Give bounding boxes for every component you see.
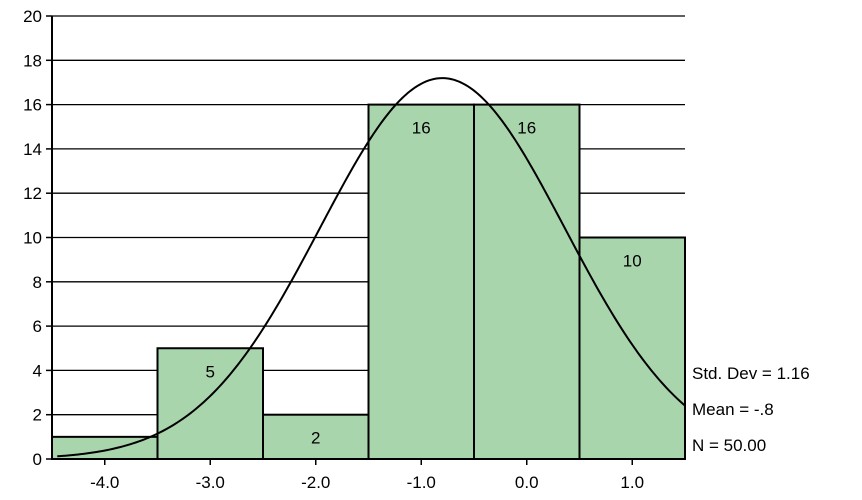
y-tick-label-4: 8 bbox=[33, 273, 42, 292]
bar-5 bbox=[578, 236, 686, 460]
bar-label-4: 16 bbox=[517, 119, 536, 138]
normal-curve bbox=[57, 77, 686, 458]
y-tick-label-6: 12 bbox=[23, 184, 42, 203]
bar-label-2: 2 bbox=[311, 429, 320, 448]
statistics-box: Std. Dev = 1.16 Mean = -.8 N = 50.00 bbox=[692, 364, 810, 455]
y-axis-ticks: 0 2 4 6 8 10 12 14 16 18 20 bbox=[23, 7, 52, 469]
y-tick-label-10: 20 bbox=[23, 7, 42, 26]
y-tick-label-2: 4 bbox=[33, 361, 42, 380]
y-tick-label-3: 6 bbox=[33, 317, 42, 336]
bar-1 bbox=[156, 347, 264, 460]
bar-value-labels: 5 2 16 16 10 bbox=[206, 119, 642, 448]
y-tick-label-9: 18 bbox=[23, 51, 42, 70]
y-tick-label-1: 2 bbox=[33, 406, 42, 425]
x-tick-label-5: 1.0 bbox=[620, 473, 644, 492]
std-dev-label: Std. Dev = 1.16 bbox=[692, 364, 810, 383]
histogram-bars bbox=[51, 103, 686, 461]
y-tick-label-0: 0 bbox=[33, 450, 42, 469]
mean-label: Mean = -.8 bbox=[692, 400, 774, 419]
y-tick-label-5: 10 bbox=[23, 229, 42, 248]
x-tick-label-1: -3.0 bbox=[196, 473, 225, 492]
bar-label-5: 10 bbox=[623, 252, 642, 271]
bar-label-3: 16 bbox=[412, 119, 431, 138]
x-tick-label-2: -2.0 bbox=[301, 473, 330, 492]
y-tick-label-7: 14 bbox=[23, 140, 42, 159]
y-tick-label-8: 16 bbox=[23, 96, 42, 115]
bar-label-1: 5 bbox=[206, 362, 215, 381]
bar-3 bbox=[367, 103, 475, 460]
n-label: N = 50.00 bbox=[692, 436, 766, 455]
x-tick-label-4: 0.0 bbox=[515, 473, 539, 492]
x-tick-label-0: -4.0 bbox=[90, 473, 119, 492]
x-axis-ticks: -4.0 -3.0 -2.0 -1.0 0.0 1.0 bbox=[90, 459, 644, 492]
x-tick-label-3: -1.0 bbox=[407, 473, 436, 492]
